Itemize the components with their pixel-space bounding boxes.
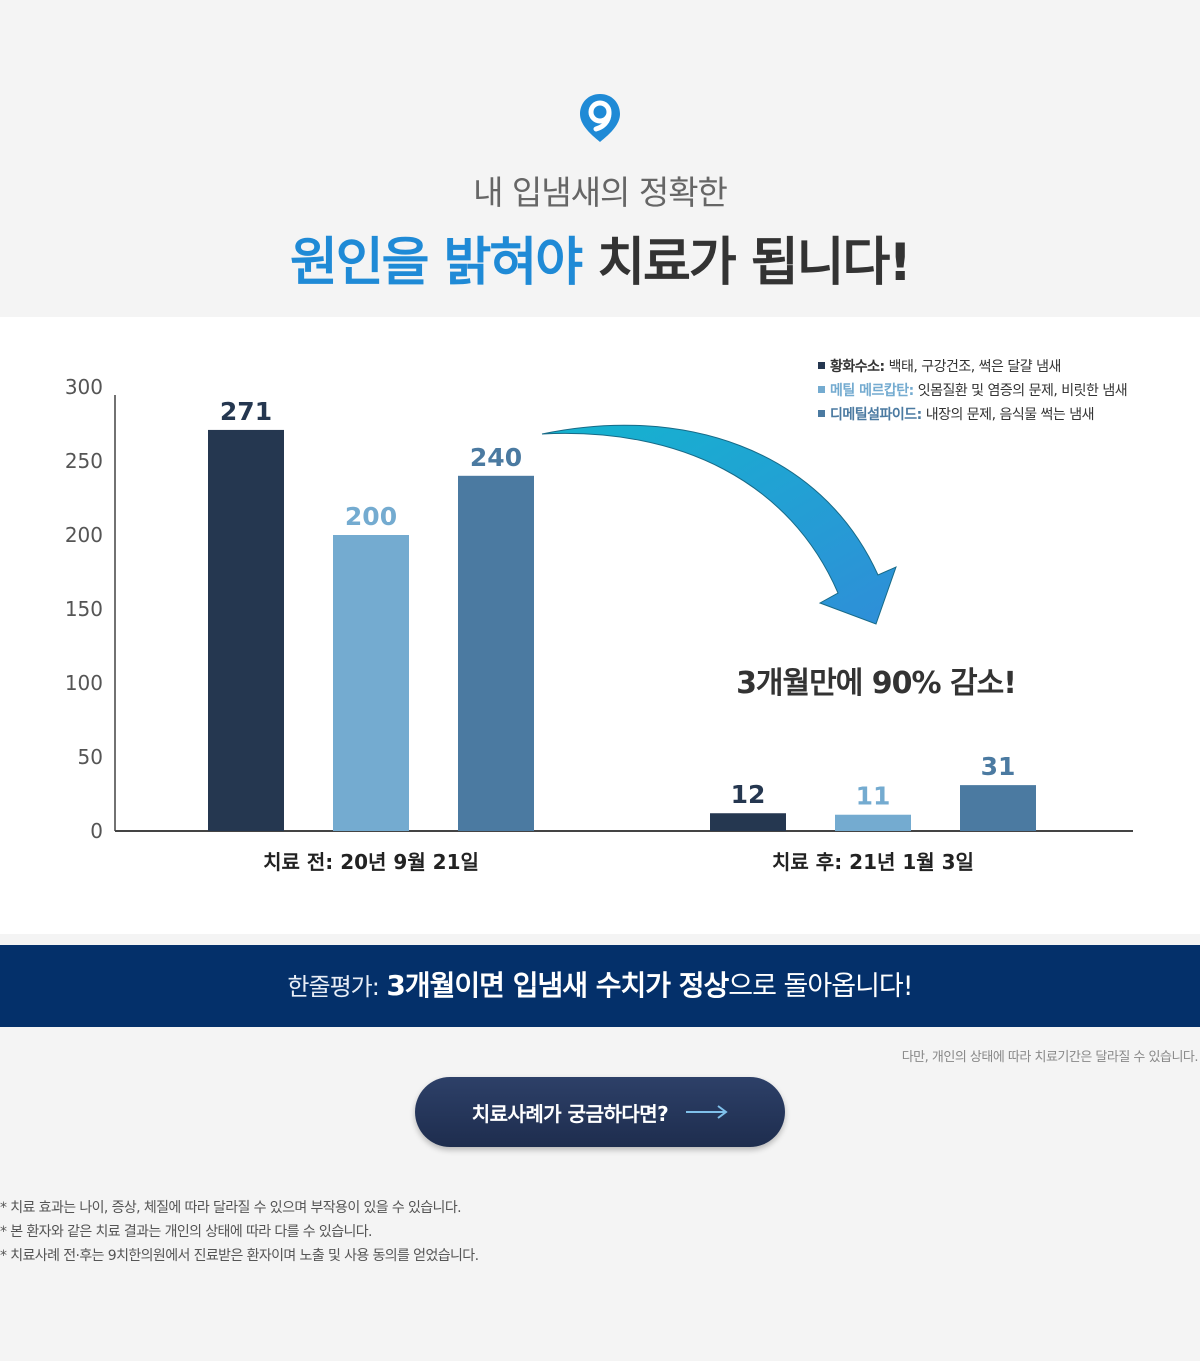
bar — [333, 535, 409, 831]
title-rest: 치료가 됩니다! — [597, 233, 912, 293]
title-highlight: 원인을 밝혀야 — [289, 233, 583, 293]
page-subtitle: 내 입냄새의 정확한 — [473, 173, 728, 212]
data-label: 240 — [470, 443, 522, 472]
y-tick-label: 300 — [65, 375, 103, 399]
case-study-button-label: 치료사례가 궁금하다면? — [471, 1101, 669, 1126]
bar — [960, 785, 1036, 831]
data-label: 31 — [981, 752, 1016, 781]
y-tick-label: 50 — [78, 745, 103, 769]
y-tick-label: 0 — [90, 819, 103, 843]
data-label: 271 — [220, 397, 272, 426]
disclaimer: 다만, 개인의 상태에 따라 치료기간은 달라질 수 있습니다. — [901, 1050, 1199, 1065]
reduction-annotation: 3개월만에 90% 감소! — [736, 666, 1016, 701]
y-tick-label: 200 — [65, 523, 103, 547]
legend-item: 디메틸설파이드: 내장의 문제, 음식물 썩는 냄새 — [818, 403, 1127, 427]
bar — [835, 814, 911, 831]
legend-item: 메틸 메르캅탄: 잇몸질환 및 염증의 문제, 비릿한 냄새 — [818, 379, 1128, 403]
page-title: 원인을 밝혀야 치료가 됩니다! — [0, 220, 1200, 295]
data-label: 11 — [856, 782, 891, 811]
y-tick-label: 100 — [65, 671, 103, 695]
legend-name: 메틸 메르캅탄: — [830, 383, 914, 399]
summary-lead: 한줄평가: — [287, 973, 379, 1001]
footnotes: * 치료 효과는 나이, 증상, 체질에 따라 달라질 수 있으며 부작용이 있… — [0, 1196, 479, 1268]
legend-swatch — [818, 385, 825, 393]
decrease-arrow-icon — [541, 424, 897, 625]
data-label: 200 — [345, 502, 397, 531]
location-pin-logo-icon — [580, 94, 620, 142]
bar-chart: 0 50 100 150 200 250 300 271 200 240 치료 전: 20년 9월… — [65, 375, 1133, 874]
footnote: * 치료사례 전·후는 9치한의원에서 진료받은 환자이며 노출 및 사용 동의… — [0, 1248, 479, 1264]
footnote: * 치료 효과는 나이, 증상, 체질에 따라 달라질 수 있으며 부작용이 있… — [0, 1200, 462, 1216]
legend-name: 디메틸설파이드: — [830, 407, 922, 423]
arrow-right-icon — [686, 1105, 728, 1119]
header: 내 입냄새의 정확한 원인을 밝혀야 치료가 됩니다! — [0, 0, 1200, 317]
case-study-button[interactable]: 치료사례가 궁금하다면? — [415, 1077, 785, 1147]
bar — [458, 475, 534, 831]
category-label: 치료 전: 20년 9월 21일 — [263, 850, 479, 874]
category-label: 치료 후: 21년 1월 3일 — [772, 850, 974, 874]
bar — [710, 813, 786, 831]
footnote: * 본 환자와 같은 치료 결과는 개인의 상태에 따라 다를 수 있습니다. — [0, 1224, 372, 1240]
summary-bold: 3개월이면 입냄새 수치가 정상 — [386, 969, 729, 1002]
legend-item: 황화수소: 백태, 구강건조, 썩은 달걀 냄새 — [818, 355, 1127, 379]
legend-desc: 백태, 구강건조, 썩은 달걀 냄새 — [884, 359, 1062, 375]
y-tick-label: 250 — [65, 449, 103, 473]
bar — [208, 429, 284, 831]
y-tick-label: 150 — [65, 597, 103, 621]
legend-swatch — [818, 409, 825, 417]
legend-name: 황화수소: — [830, 359, 885, 375]
summary-banner: 한줄평가: 3개월이면 입냄새 수치가 정상으로 돌아옵니다! — [0, 945, 1200, 1027]
chart-panel: 0 50 100 150 200 250 300 271 200 240 치료 전: 20년 9월… — [0, 317, 1200, 934]
summary-rest: 으로 돌아옵니다! — [728, 971, 913, 1002]
legend-desc: 내장의 문제, 음식물 썩는 냄새 — [921, 407, 1095, 423]
legend: 황화수소: 백태, 구강건조, 썩은 달걀 냄새 메틸 메르캅탄: 잇몸질환 및… — [818, 355, 1128, 427]
legend-swatch — [818, 361, 825, 369]
data-label: 12 — [731, 780, 766, 809]
legend-desc: 잇몸질환 및 염증의 문제, 비릿한 냄새 — [913, 383, 1128, 399]
